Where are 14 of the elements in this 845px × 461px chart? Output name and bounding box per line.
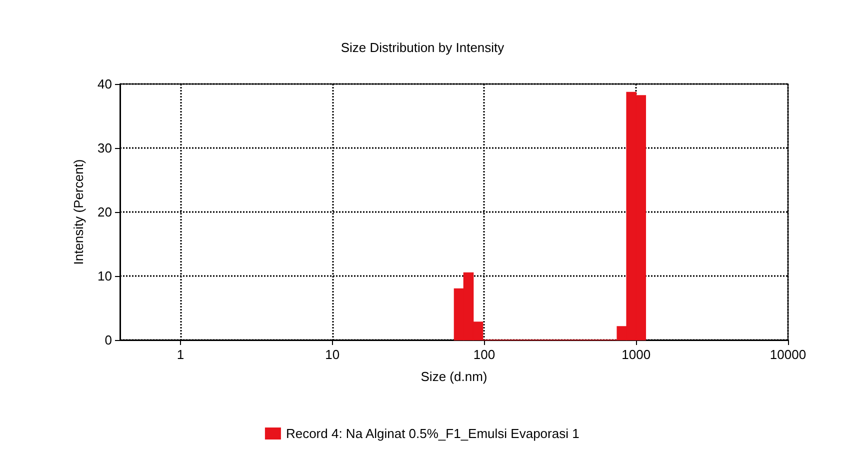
y-tick-label: 20 bbox=[98, 204, 112, 220]
x-tick-label: 10 bbox=[325, 347, 340, 362]
y-axis-title: Intensity (Percent) bbox=[71, 159, 86, 265]
x-tick-label: 1 bbox=[176, 347, 184, 362]
x-tick-label: 10000 bbox=[770, 347, 806, 362]
chart-title: Size Distribution by Intensity bbox=[340, 40, 505, 55]
y-tick-label: 40 bbox=[98, 76, 112, 92]
x-tick-label: 100 bbox=[473, 347, 496, 362]
x-tick-label: 1000 bbox=[622, 347, 651, 362]
y-tick-label: 0 bbox=[104, 332, 112, 348]
x-axis-title: Size (d.nm) bbox=[420, 369, 488, 384]
y-tick-label: 10 bbox=[98, 268, 112, 284]
legend-label: Record 4: Na Alginat 0.5%_F1_Emulsi Evaporasi 1 bbox=[286, 426, 580, 441]
y-tick-label: 30 bbox=[98, 140, 112, 156]
